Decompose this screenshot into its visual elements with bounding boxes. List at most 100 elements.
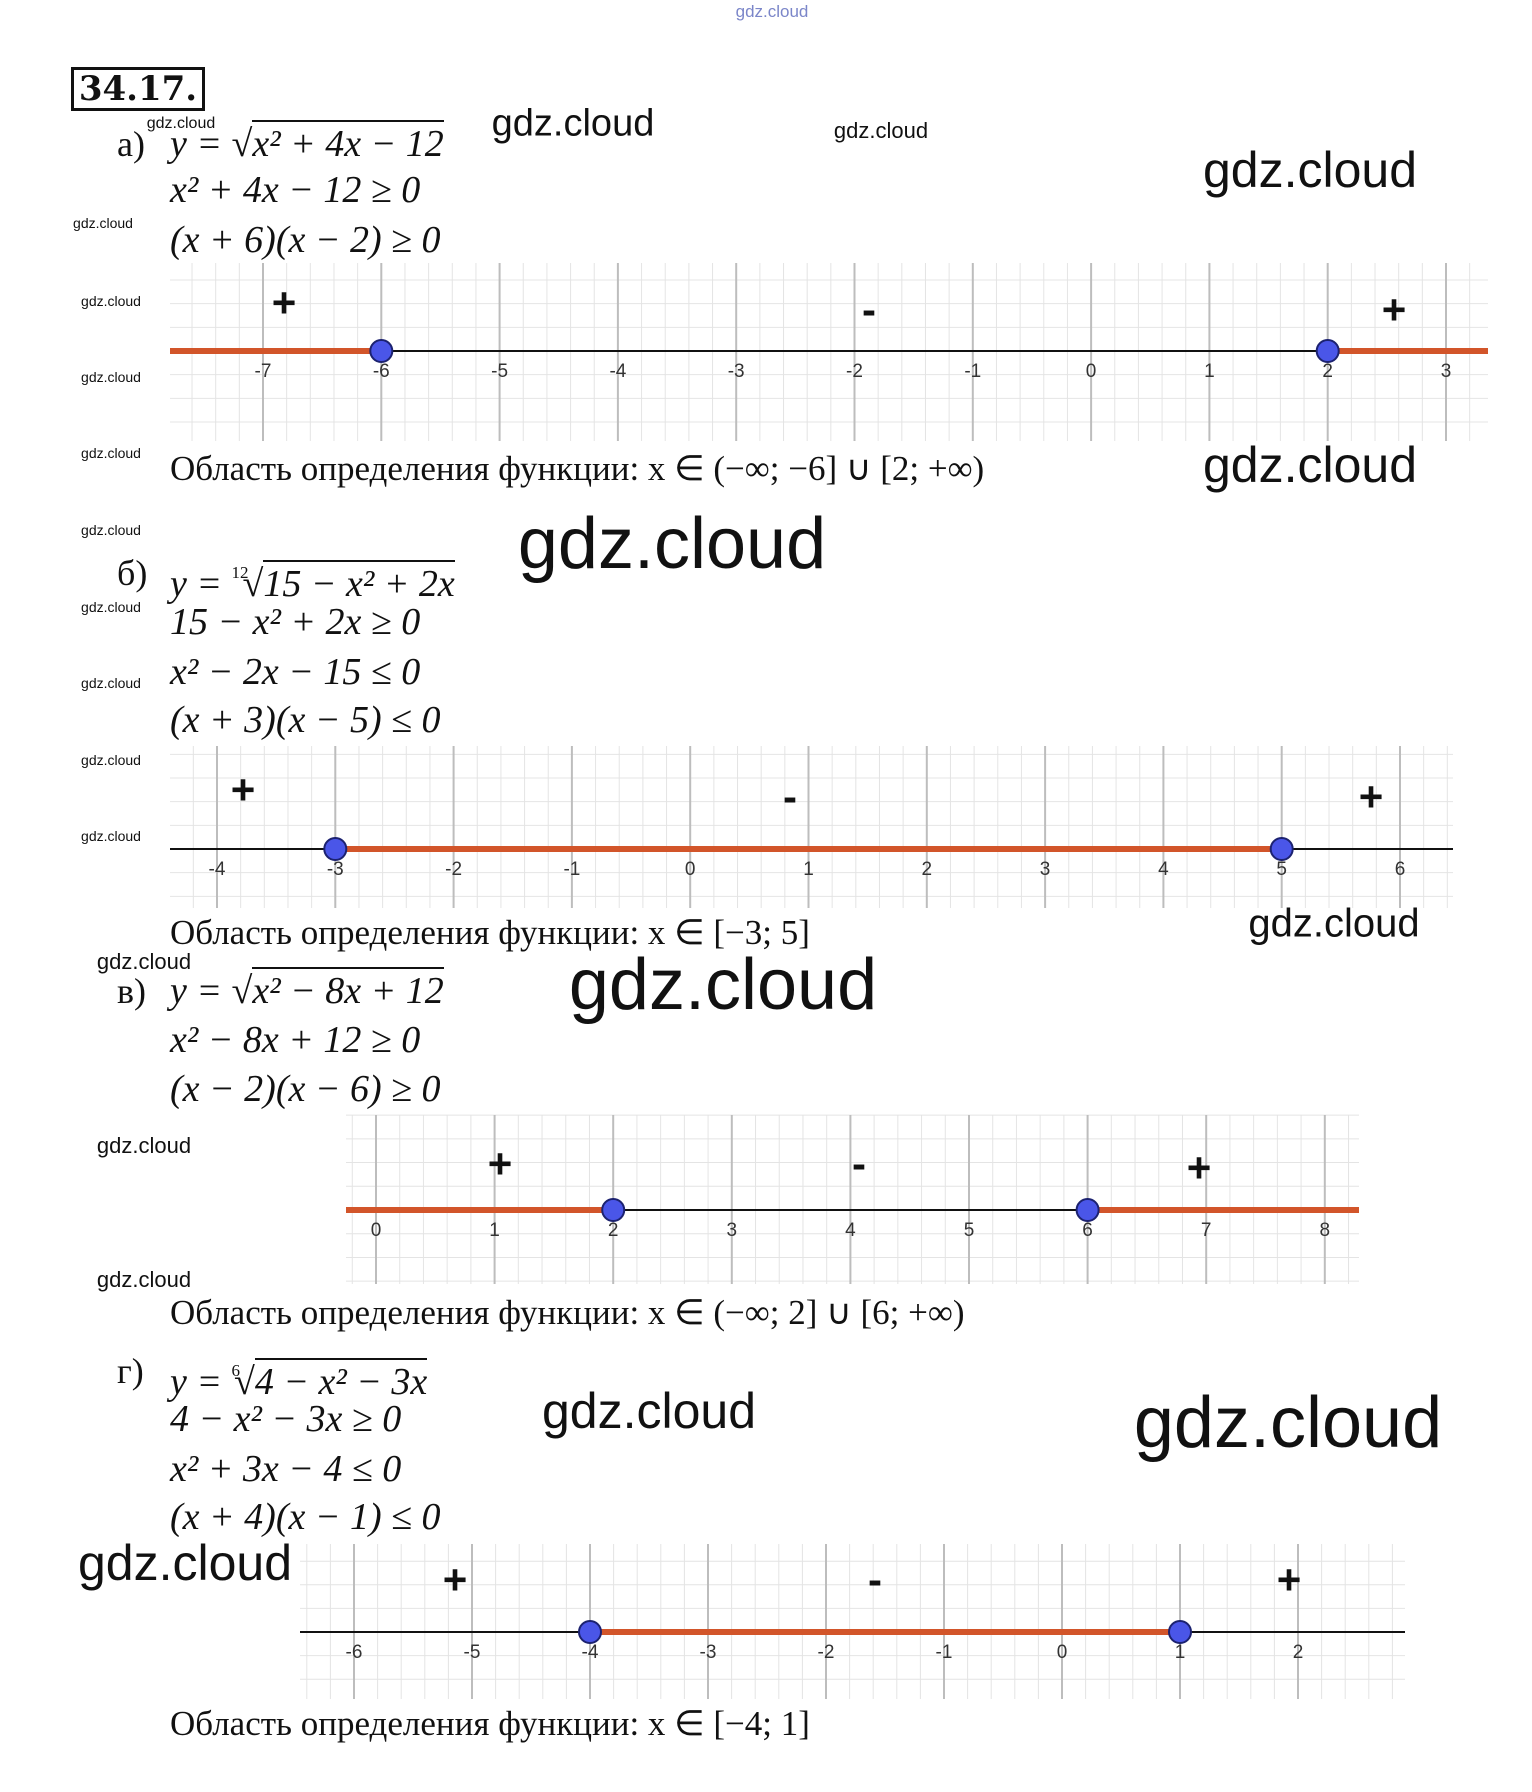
watermark: gdz.cloud xyxy=(1248,901,1420,946)
answer: Область определения функции: x ∈ (−∞; −6… xyxy=(170,449,985,488)
watermark: gdz.cloud xyxy=(96,949,192,974)
tick-label: -3 xyxy=(700,1642,717,1663)
tick-label: 4 xyxy=(1158,859,1169,880)
tick-label: -6 xyxy=(373,361,390,382)
step: x² − 8x + 12 ≥ 0 xyxy=(170,1019,421,1061)
equation: y = 12√15 − x² + 2x xyxy=(170,551,455,606)
tick-label: 1 xyxy=(1204,361,1215,382)
point xyxy=(1315,339,1340,363)
sign: + xyxy=(1382,286,1407,333)
step: (x + 4)(x − 1) ≤ 0 xyxy=(170,1496,441,1538)
tick-label: 3 xyxy=(1441,361,1452,382)
answer: Область определения функции: x ∈ [−4; 1] xyxy=(170,1704,810,1743)
tick-label: 0 xyxy=(1057,1642,1068,1663)
watermark: gdz.cloud xyxy=(146,115,216,132)
watermark: gdz.cloud xyxy=(541,1383,757,1439)
watermark: gdz.cloud xyxy=(81,522,141,538)
sign: - xyxy=(868,1556,882,1603)
tick-label: -2 xyxy=(445,859,462,880)
tick-label: 2 xyxy=(922,859,933,880)
step: (x + 3)(x − 5) ≤ 0 xyxy=(170,699,441,741)
root-sign: √ xyxy=(231,123,253,165)
watermark: gdz.cloud xyxy=(81,445,141,461)
step: (x + 6)(x − 2) ≥ 0 xyxy=(170,219,441,261)
watermark: gdz.cloud xyxy=(96,1267,192,1292)
point xyxy=(578,1620,602,1644)
tick-label: -1 xyxy=(563,859,580,880)
step: x² − 2x − 15 ≤ 0 xyxy=(170,651,421,693)
equation: y = 6√4 − x² − 3x xyxy=(170,1349,428,1404)
tick-label: 1 xyxy=(489,1220,500,1241)
root-sign: √ xyxy=(242,563,264,605)
tick-label: -2 xyxy=(818,1642,835,1663)
point xyxy=(1075,1198,1100,1222)
root-sign: √ xyxy=(231,970,253,1012)
watermark: gdz.cloud xyxy=(81,293,141,309)
point xyxy=(1168,1620,1192,1644)
tick-label: -4 xyxy=(209,859,226,880)
point xyxy=(323,837,348,861)
point xyxy=(369,339,394,363)
tick-label: 4 xyxy=(845,1220,856,1241)
problem-number: 34.17. xyxy=(71,67,205,111)
sign: - xyxy=(783,773,797,820)
watermark: gdz.cloud xyxy=(73,215,133,231)
watermark: gdz.cloud xyxy=(81,599,141,615)
tick-label: -4 xyxy=(582,1642,599,1663)
tick-label: 2 xyxy=(1322,361,1333,382)
watermark: gdz.cloud xyxy=(96,1133,192,1158)
equation-prefix: y = xyxy=(170,970,232,1012)
tick-label: 8 xyxy=(1320,1220,1331,1241)
tick-label: 2 xyxy=(1293,1642,1304,1663)
tick-label: -3 xyxy=(327,859,344,880)
radicand: 4 − x² − 3x xyxy=(254,1358,428,1403)
tick-label: -6 xyxy=(346,1642,363,1663)
tick-label: 3 xyxy=(727,1220,738,1241)
radicand: x² + 4x − 12 xyxy=(252,120,444,165)
part-label: г) xyxy=(117,1351,144,1391)
sign: - xyxy=(862,286,876,333)
sign: + xyxy=(1359,773,1384,820)
step: x² + 4x − 12 ≥ 0 xyxy=(170,169,421,211)
watermark: gdz.cloud xyxy=(81,752,141,768)
watermark: gdz.cloud xyxy=(568,945,878,1025)
root-index: 12 xyxy=(231,563,249,582)
part-label: а) xyxy=(117,124,145,164)
watermark: gdz.cloud xyxy=(81,675,141,691)
tick-label: 6 xyxy=(1395,859,1406,880)
sign: + xyxy=(231,766,256,813)
sign: + xyxy=(272,279,297,326)
watermark: gdz.cloud xyxy=(735,2,809,21)
watermark: gdz.cloud xyxy=(1202,142,1418,198)
point xyxy=(1269,837,1294,861)
step: 15 − x² + 2x ≥ 0 xyxy=(170,601,421,643)
watermark: gdz.cloud xyxy=(81,369,141,385)
equation-prefix: y = xyxy=(170,1361,232,1403)
step: 4 − x² − 3x ≥ 0 xyxy=(170,1398,402,1440)
radicand: x² − 8x + 12 xyxy=(252,967,444,1012)
watermark: gdz.cloud xyxy=(81,828,141,844)
step: x² + 3x − 4 ≤ 0 xyxy=(170,1448,402,1490)
part-label: б) xyxy=(117,553,148,593)
tick-label: 0 xyxy=(685,859,696,880)
tick-label: 2 xyxy=(608,1220,619,1241)
answer: Область определения функции: x ∈ (−∞; 2]… xyxy=(170,1293,965,1332)
part-label: в) xyxy=(117,971,146,1011)
watermark: gdz.cloud xyxy=(1202,437,1418,493)
watermark: gdz.cloud xyxy=(517,504,827,584)
sign: + xyxy=(488,1140,513,1187)
tick-label: 7 xyxy=(1201,1220,1212,1241)
tick-label: 0 xyxy=(371,1220,382,1241)
radicand: 15 − x² + 2x xyxy=(263,560,455,605)
tick-label: -5 xyxy=(491,361,508,382)
sign: + xyxy=(443,1556,468,1603)
answer: Область определения функции: x ∈ [−3; 5] xyxy=(170,913,810,952)
tick-label: -1 xyxy=(936,1642,953,1663)
sign: + xyxy=(1277,1556,1302,1603)
tick-label: 1 xyxy=(803,859,814,880)
step: (x − 2)(x − 6) ≥ 0 xyxy=(170,1068,441,1110)
point xyxy=(601,1198,626,1222)
tick-label: -5 xyxy=(464,1642,481,1663)
equation-prefix: y = xyxy=(170,123,232,165)
